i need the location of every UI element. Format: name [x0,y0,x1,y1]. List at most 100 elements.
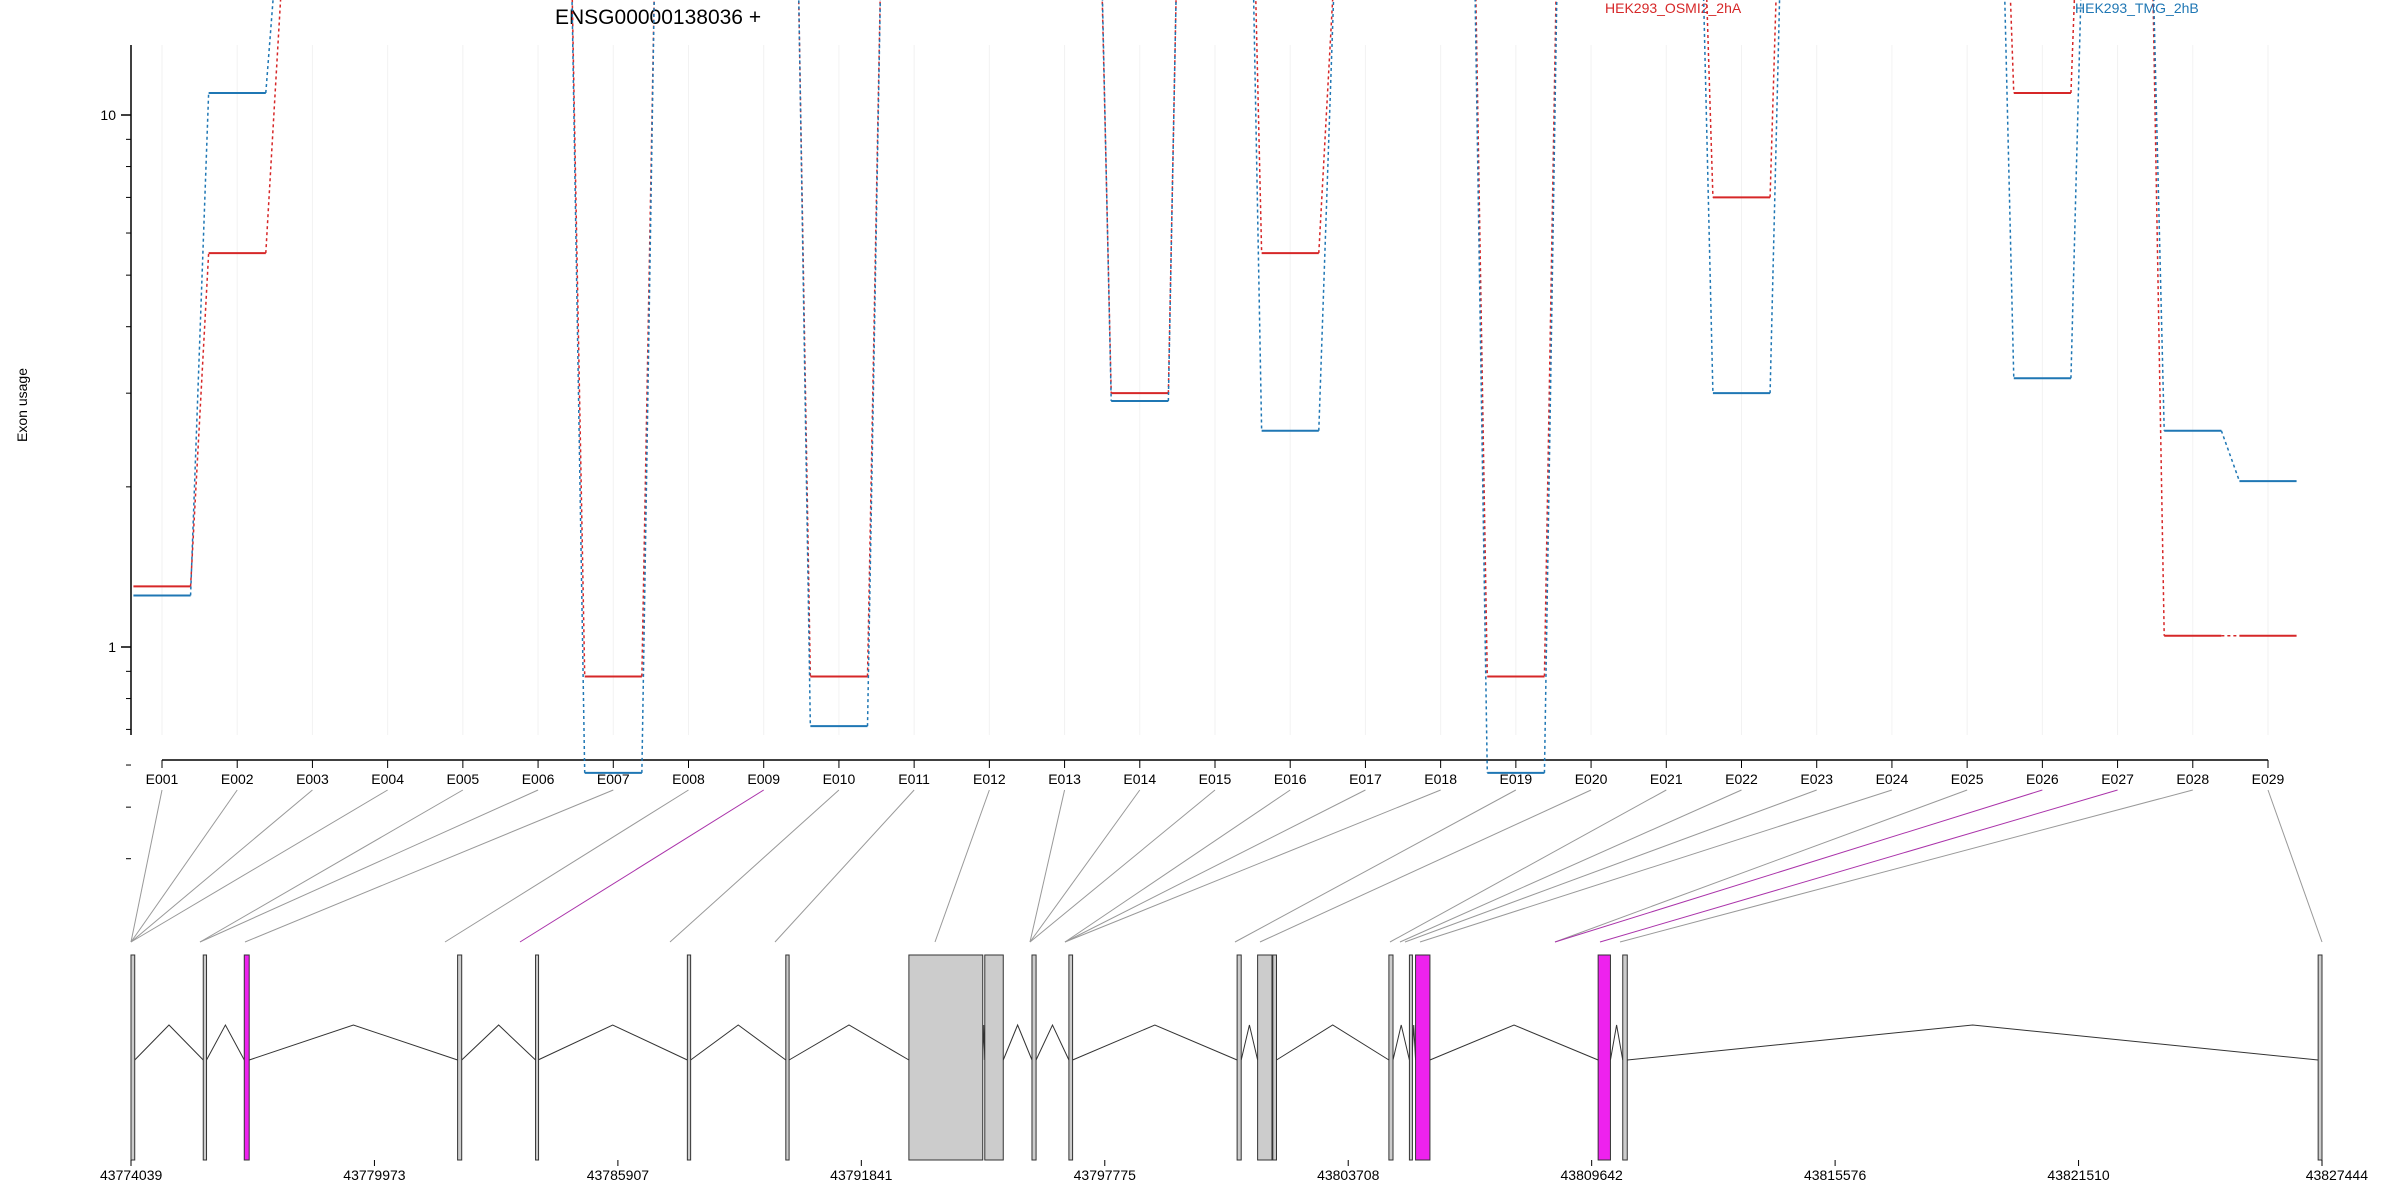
transition-line [1769,0,1781,394]
exon-box-E019 [1622,954,1628,1161]
intron-line [537,1024,688,1061]
x-tick-label: E011 [898,771,930,787]
transition-line [2070,0,2082,379]
exon-box-E014 [1272,954,1277,1161]
x-tick-label: E028 [2176,771,2209,787]
exon-box-E007 [785,954,790,1161]
x-tick-label: E009 [747,771,780,787]
connector-E009 [519,789,764,943]
connector-E011 [774,789,915,943]
coord-label: 43821510 [2047,1167,2110,1183]
x-tick-label: E013 [1048,771,1081,787]
exon-box-E008 [908,954,984,1161]
intron-line [206,1023,245,1061]
transition-line [189,253,210,587]
transition-line [1475,0,1489,677]
exon-connector-lines [130,789,2323,943]
transition-line [1318,0,1334,254]
connector-E007 [244,789,614,943]
transition-line [641,0,655,773]
exon-box-E003 [243,954,250,1161]
transition-line [2153,0,2165,431]
exon-box-E016 [1408,954,1413,1161]
y-tick-label: 1 [108,639,116,655]
connector-E012 [934,789,990,943]
exon-box-E013 [1257,954,1273,1161]
intron-line [1627,1024,2319,1061]
chart-title: ENSG00000138036 + [555,6,761,29]
transition-line [1101,0,1112,394]
coord-label: 43791841 [830,1167,893,1183]
connector-E018 [1064,789,1441,943]
transition-line [265,0,274,94]
exon-box-E001 [130,954,136,1161]
x-tick-label: E022 [1725,771,1758,787]
x-tick-label: E021 [1650,771,1683,787]
coord-label: 43797775 [1074,1167,1137,1183]
x-tick-label: E029 [2252,771,2285,787]
transition-line [2004,0,2015,379]
x-tick-label: E024 [1876,771,1909,787]
connector-E001 [130,789,163,943]
connector-E020 [1259,789,1592,943]
x-tick-label: E015 [1199,771,1232,787]
x-tick-label: E004 [371,771,404,787]
x-tick-label: E007 [597,771,630,787]
exon-box-E005 [535,954,540,1161]
transition-line [1474,0,1489,773]
y-axis: 110203050100 [100,45,132,860]
connector-E023 [1404,789,1817,943]
transition-line [798,0,812,727]
x-tick-label: E018 [1424,771,1457,787]
x-tick-label: E019 [1500,771,1533,787]
transition-line [2220,430,2241,482]
x-tick-label: E001 [146,771,179,787]
y-axis-label: Exon usage [14,368,30,442]
transition-line [1702,0,1714,394]
transition-line [866,0,882,727]
connector-E005 [199,789,464,943]
x-tick-label: E014 [1123,771,1156,787]
transition-line [1252,0,1263,431]
x-tick-label: E027 [2101,771,2134,787]
x-tick-label: E005 [447,771,480,787]
transition-line [265,0,282,254]
intron-line [1276,1024,1390,1061]
intron-line [690,1024,787,1061]
intron-line [1392,1024,1410,1061]
series-2 [133,0,2297,774]
connector-E016 [1064,789,1291,943]
legend-label-series-1: HEK293_OSMI2_2hA [1605,0,1742,16]
coord-label: 43815576 [1804,1167,1867,1183]
connector-E026 [1554,789,2043,943]
x-tick-label: E023 [1800,771,1833,787]
connector-E014 [1029,789,1141,943]
transition-line [798,0,812,677]
connector-E004 [130,789,388,943]
transition-line [1167,0,1177,402]
exon-box-E015 [1388,954,1394,1161]
exon-box-E012 [1236,954,1242,1161]
x-tick-label: E017 [1349,771,1382,787]
x-tick-label: E002 [221,771,254,787]
transition-line [2152,0,2165,636]
connector-E022 [1399,789,1742,943]
x-tick-label: E010 [823,771,856,787]
coord-label: 43827444 [2306,1167,2369,1183]
x-tick-label: E025 [1951,771,1984,787]
transition-line [1543,0,1557,677]
coord-label: 43803708 [1317,1167,1380,1183]
connector-E021 [1389,789,1667,943]
intron-line [249,1024,458,1061]
x-tick-label: E012 [973,771,1006,787]
connector-E015 [1029,789,1216,943]
x-tick-label: E003 [296,771,329,787]
gene-model-track [130,954,2323,1161]
connector-E017 [1064,789,1366,943]
exon-box-E010 [1031,954,1037,1161]
intron-line [788,1024,910,1061]
transition-line [1101,0,1112,402]
transition-line [641,0,655,677]
connector-E006 [199,789,539,943]
